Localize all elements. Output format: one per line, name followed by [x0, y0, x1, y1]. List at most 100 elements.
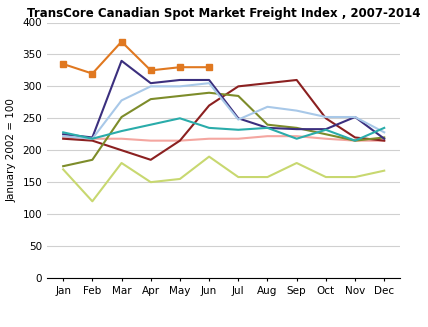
Y-axis label: January 2002 = 100: January 2002 = 100 — [7, 98, 17, 202]
2014 — [90, 72, 95, 76]
2010 — [207, 91, 212, 95]
2009 — [382, 169, 387, 173]
2009 — [61, 167, 66, 171]
2010 — [353, 139, 358, 143]
2010 — [265, 123, 270, 127]
2013 — [207, 126, 212, 130]
2007 — [148, 139, 153, 143]
2011 — [90, 135, 95, 139]
2012 — [90, 137, 95, 141]
2012 — [353, 115, 358, 119]
2011 — [294, 127, 299, 131]
2011 — [236, 116, 241, 120]
2012 — [323, 115, 328, 119]
2011 — [207, 78, 212, 82]
2008 — [265, 81, 270, 85]
2009 — [236, 175, 241, 179]
2014 — [61, 62, 66, 66]
2009 — [294, 161, 299, 165]
2010 — [119, 115, 124, 119]
2010 — [177, 94, 182, 98]
Line: 2009: 2009 — [63, 157, 384, 201]
2011 — [323, 127, 328, 131]
2007 — [353, 139, 358, 143]
2012 — [207, 81, 212, 85]
2008 — [294, 78, 299, 82]
2008 — [61, 137, 66, 141]
2012 — [236, 118, 241, 122]
2014 — [207, 65, 212, 69]
2011 — [353, 115, 358, 119]
2009 — [265, 175, 270, 179]
2013 — [148, 123, 153, 127]
2008 — [353, 135, 358, 139]
2013 — [294, 137, 299, 141]
2007 — [207, 137, 212, 141]
2008 — [148, 158, 153, 162]
2011 — [382, 137, 387, 141]
2007 — [382, 139, 387, 143]
2013 — [353, 139, 358, 143]
2013 — [90, 137, 95, 141]
2014 — [148, 68, 153, 72]
2013 — [265, 126, 270, 130]
2008 — [323, 116, 328, 120]
2012 — [61, 134, 66, 138]
2008 — [90, 139, 95, 143]
2013 — [177, 116, 182, 120]
2010 — [294, 126, 299, 130]
2011 — [61, 132, 66, 136]
2010 — [236, 94, 241, 98]
2007 — [265, 134, 270, 138]
2011 — [177, 78, 182, 82]
2010 — [90, 158, 95, 162]
2009 — [323, 175, 328, 179]
Line: 2007: 2007 — [63, 136, 384, 141]
2014 — [119, 40, 124, 43]
2008 — [207, 104, 212, 108]
2011 — [265, 126, 270, 130]
Line: 2008: 2008 — [63, 80, 384, 160]
2013 — [323, 128, 328, 132]
2009 — [207, 155, 212, 159]
2013 — [119, 129, 124, 133]
2008 — [119, 148, 124, 152]
2009 — [119, 161, 124, 165]
2011 — [148, 81, 153, 85]
2013 — [61, 130, 66, 134]
2007 — [177, 139, 182, 143]
2012 — [177, 84, 182, 88]
2007 — [294, 134, 299, 138]
Line: 2011: 2011 — [63, 61, 384, 139]
2012 — [294, 109, 299, 112]
2007 — [90, 137, 95, 141]
2009 — [148, 180, 153, 184]
2007 — [323, 137, 328, 141]
2010 — [323, 132, 328, 136]
2007 — [119, 137, 124, 141]
2007 — [236, 137, 241, 141]
2010 — [148, 97, 153, 101]
2013 — [382, 126, 387, 130]
2012 — [148, 84, 153, 88]
Legend: 2007, 2008, 2009, 2010, 2011, 2012, 2013, 2014: 2007, 2008, 2009, 2010, 2011, 2012, 2013… — [37, 323, 410, 327]
2012 — [265, 105, 270, 109]
2009 — [177, 177, 182, 181]
2013 — [236, 128, 241, 132]
2012 — [382, 130, 387, 134]
2010 — [61, 164, 66, 168]
2009 — [90, 199, 95, 203]
Line: 2014: 2014 — [60, 39, 212, 77]
Line: 2012: 2012 — [63, 83, 384, 139]
2011 — [119, 59, 124, 63]
Title: TransCore Canadian Spot Market Freight Index , 2007-2014: TransCore Canadian Spot Market Freight I… — [27, 7, 420, 20]
2008 — [177, 139, 182, 143]
2014 — [177, 65, 182, 69]
2008 — [382, 139, 387, 143]
Line: 2013: 2013 — [63, 118, 384, 141]
2009 — [353, 175, 358, 179]
Line: 2010: 2010 — [63, 93, 384, 166]
2007 — [61, 135, 66, 139]
2008 — [236, 84, 241, 88]
2012 — [119, 98, 124, 102]
